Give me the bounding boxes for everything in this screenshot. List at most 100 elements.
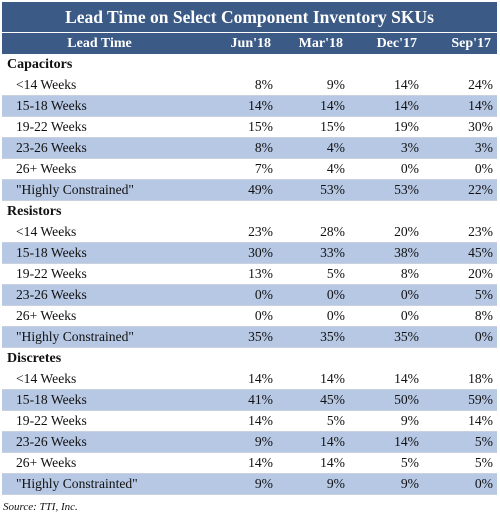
table-row: <14 Weeks 14% 14% 14% 18%: [2, 369, 497, 390]
value-cell: 49%: [197, 179, 277, 201]
table-row: 15-18 Weeks 30% 33% 38% 45%: [2, 242, 497, 264]
value-cell: 38%: [349, 242, 423, 264]
section-row: Capacitors: [2, 54, 497, 75]
value-cell: 5%: [423, 431, 497, 453]
value-cell: 0%: [349, 284, 423, 306]
value-cell: 45%: [423, 242, 497, 264]
value-cell: 50%: [349, 389, 423, 411]
value-cell: 0%: [349, 158, 423, 180]
table-row: 26+ Weeks 0% 0% 0% 8%: [2, 305, 497, 327]
row-label: 19-22 Weeks: [2, 410, 197, 432]
value-cell: 14%: [277, 431, 349, 453]
table-row: 23-26 Weeks 9% 14% 14% 5%: [2, 431, 497, 453]
value-cell: 4%: [277, 137, 349, 159]
table-row: 19-22 Weeks 13% 5% 8% 20%: [2, 263, 497, 285]
value-cell: 35%: [277, 326, 349, 348]
value-cell: 14%: [277, 452, 349, 474]
row-label: "Highly Constrained": [2, 326, 197, 348]
value-cell: 0%: [277, 305, 349, 327]
table-title: Lead Time on Select Component Inventory …: [2, 2, 497, 33]
value-cell: 14%: [197, 95, 277, 117]
value-cell: 9%: [349, 410, 423, 432]
value-cell: 53%: [349, 179, 423, 201]
table-row: "Highly Constrainted" 9% 9% 9% 0%: [2, 473, 497, 495]
row-label: 23-26 Weeks: [2, 137, 197, 159]
row-label: 15-18 Weeks: [2, 242, 197, 264]
table-row: <14 Weeks 23% 28% 20% 23%: [2, 222, 497, 243]
section-label: Resistors: [2, 200, 497, 222]
value-cell: 7%: [197, 158, 277, 180]
value-cell: 3%: [349, 137, 423, 159]
row-label: 15-18 Weeks: [2, 389, 197, 411]
value-cell: 30%: [423, 116, 497, 138]
table-row: 19-22 Weeks 15% 15% 19% 30%: [2, 116, 497, 138]
column-header: Dec'17: [349, 33, 423, 54]
table-row: <14 Weeks 8% 9% 14% 24%: [2, 75, 497, 96]
column-header: Jun'18: [197, 33, 277, 54]
value-cell: 35%: [197, 326, 277, 348]
section-label: Discretes: [2, 347, 497, 369]
value-cell: 35%: [349, 326, 423, 348]
value-cell: 0%: [197, 284, 277, 306]
row-label: 26+ Weeks: [2, 158, 197, 180]
value-cell: 30%: [197, 242, 277, 264]
value-cell: 9%: [349, 473, 423, 495]
value-cell: 5%: [423, 284, 497, 306]
row-label: <14 Weeks: [2, 369, 197, 390]
row-label: <14 Weeks: [2, 75, 197, 96]
column-header: Lead Time: [2, 33, 197, 54]
value-cell: 13%: [197, 263, 277, 285]
value-cell: 14%: [349, 75, 423, 96]
value-cell: 8%: [197, 75, 277, 96]
value-cell: 14%: [277, 95, 349, 117]
section-label: Capacitors: [7, 57, 73, 72]
row-label: 26+ Weeks: [2, 452, 197, 474]
value-cell: 14%: [423, 410, 497, 432]
value-cell: 41%: [197, 389, 277, 411]
table-row: 26+ Weeks 7% 4% 0% 0%: [2, 158, 497, 180]
value-cell: 20%: [423, 263, 497, 285]
value-cell: 53%: [277, 179, 349, 201]
lead-time-table: Lead Time Jun'18 Mar'18 Dec'17 Sep'17 Ca…: [2, 33, 497, 495]
table-row: 23-26 Weeks 8% 4% 3% 3%: [2, 137, 497, 159]
section-row: Resistors: [2, 200, 497, 222]
row-label: "Highly Constrained": [2, 179, 197, 201]
table-body: Capacitors <14 Weeks 8% 9% 14% 24% 15-18 Weeks…: [2, 54, 497, 495]
value-cell: 5%: [349, 452, 423, 474]
table-row: "Highly Constrained" 49% 53% 53% 22%: [2, 179, 497, 201]
value-cell: 0%: [423, 158, 497, 180]
value-cell: 33%: [277, 242, 349, 264]
table-row: 15-18 Weeks 14% 14% 14% 14%: [2, 95, 497, 117]
value-cell: 15%: [277, 116, 349, 138]
source-note: Source: TTI, Inc.: [3, 501, 78, 513]
value-cell: 0%: [423, 326, 497, 348]
section-row: Discretes: [2, 347, 497, 369]
value-cell: 4%: [277, 158, 349, 180]
value-cell: 9%: [197, 473, 277, 495]
value-cell: 14%: [349, 431, 423, 453]
table-row: 23-26 Weeks 0% 0% 0% 5%: [2, 284, 497, 306]
row-label: 23-26 Weeks: [2, 431, 197, 453]
row-label: 19-22 Weeks: [2, 263, 197, 285]
value-cell: 9%: [277, 75, 349, 96]
value-cell: 0%: [277, 284, 349, 306]
value-cell: 20%: [349, 222, 423, 243]
row-label: 15-18 Weeks: [2, 95, 197, 117]
header-row: Lead Time Jun'18 Mar'18 Dec'17 Sep'17: [2, 33, 497, 54]
row-label: <14 Weeks: [2, 222, 197, 243]
value-cell: 5%: [277, 410, 349, 432]
row-label: 19-22 Weeks: [2, 116, 197, 138]
value-cell: 0%: [197, 305, 277, 327]
value-cell: 5%: [277, 263, 349, 285]
value-cell: 24%: [423, 75, 497, 96]
row-label: 26+ Weeks: [2, 305, 197, 327]
value-cell: 9%: [277, 473, 349, 495]
value-cell: 22%: [423, 179, 497, 201]
row-label: "Highly Constrainted": [2, 473, 197, 495]
value-cell: 19%: [349, 116, 423, 138]
value-cell: 59%: [423, 389, 497, 411]
value-cell: 23%: [423, 222, 497, 243]
row-label: 23-26 Weeks: [2, 284, 197, 306]
value-cell: 8%: [197, 137, 277, 159]
